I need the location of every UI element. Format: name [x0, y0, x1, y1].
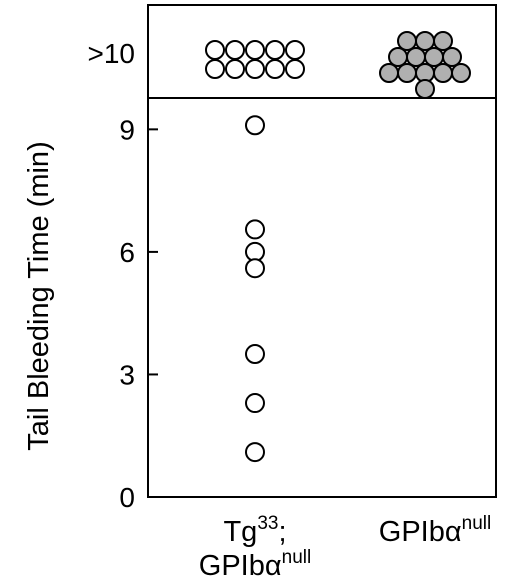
- censored-data-point: [433, 31, 453, 51]
- censored-data-point: [245, 40, 265, 60]
- y-tick-label: 3: [119, 359, 135, 390]
- data-point: [245, 115, 265, 136]
- censored-data-point: [397, 63, 417, 83]
- censored-data-point: [388, 47, 408, 67]
- data-point: [245, 393, 265, 414]
- censored-data-point: [225, 40, 245, 60]
- y-tick-label: 9: [119, 114, 135, 145]
- data-points: [205, 31, 471, 463]
- y-axis-ticks: 0 3 6 9: [119, 114, 158, 513]
- y-tick-label: 6: [119, 237, 135, 268]
- censored-data-point: [285, 40, 305, 60]
- data-point: [245, 258, 265, 279]
- category-label-tg33-line2: GPIbαnull: [199, 547, 311, 582]
- censored-tick-label: >10: [88, 38, 136, 69]
- y-axis-label: Tail Bleeding Time (min): [23, 141, 55, 450]
- censored-data-point: [442, 47, 462, 67]
- censored-data-point: [205, 59, 225, 79]
- censored-data-point: [397, 31, 417, 51]
- censored-data-point: [424, 47, 444, 67]
- category-label-tg33: Tg33;: [223, 513, 286, 548]
- censored-data-point: [433, 63, 453, 83]
- censored-data-point: [285, 59, 305, 79]
- censored-data-point: [451, 63, 471, 83]
- censored-data-point: [379, 63, 399, 83]
- data-point: [245, 344, 265, 365]
- censored-data-point: [225, 59, 245, 79]
- censored-data-point: [265, 40, 285, 60]
- y-tick-label: 0: [119, 482, 135, 513]
- category-label-gpiba-null: GPIbαnull: [379, 513, 491, 548]
- data-point: [245, 241, 265, 262]
- censored-data-point: [406, 47, 426, 67]
- censored-data-point: [205, 40, 225, 60]
- censored-data-point: [245, 59, 265, 79]
- censored-data-point: [415, 79, 435, 99]
- censored-data-point: [415, 31, 435, 51]
- censored-data-point: [265, 59, 285, 79]
- data-point: [245, 442, 265, 463]
- data-point: [245, 219, 265, 240]
